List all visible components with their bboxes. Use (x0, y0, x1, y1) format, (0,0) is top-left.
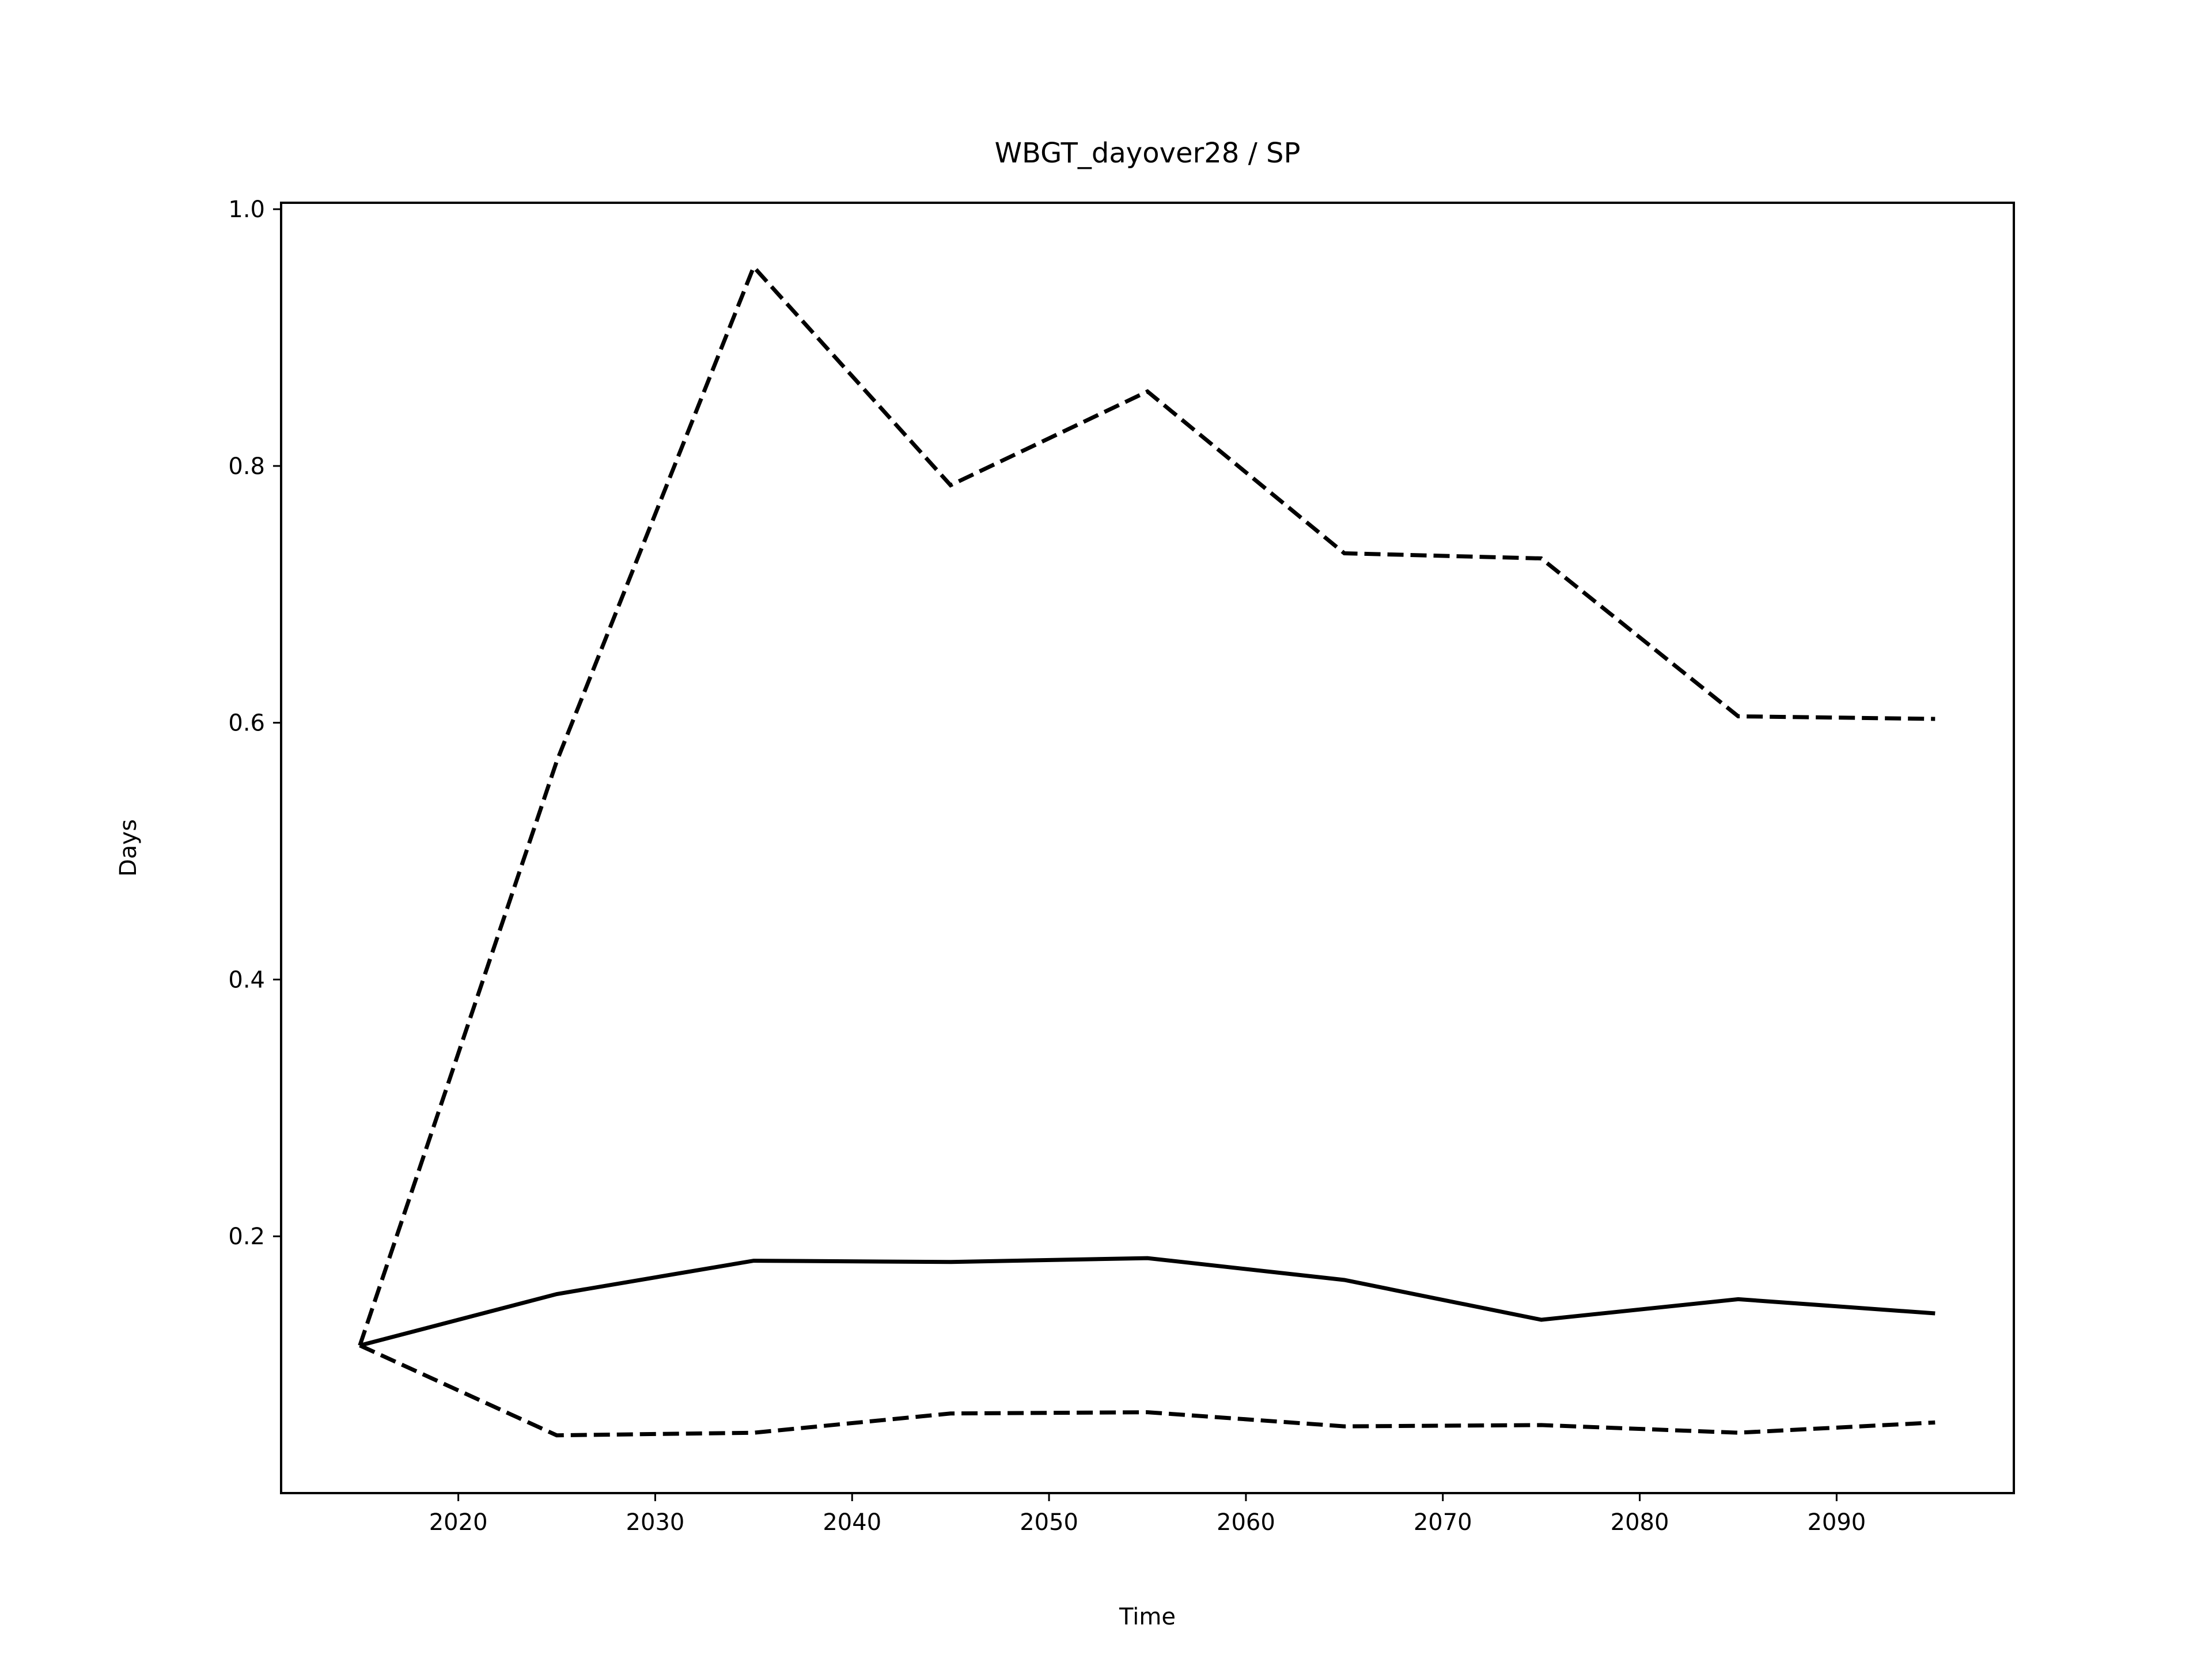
x-tick-label: 2070 (1414, 1509, 1472, 1536)
y-tick-label: 0.2 (228, 1224, 265, 1250)
series-line-3 (359, 1343, 1936, 1438)
x-axis-label: Time (1119, 1604, 1176, 1630)
x-tick-label: 2080 (1611, 1509, 1669, 1536)
series-layer (358, 263, 1936, 1438)
x-tick-label: 2060 (1217, 1509, 1275, 1536)
x-tick-label: 2020 (429, 1509, 488, 1536)
x-tick-label: 2090 (1807, 1509, 1866, 1536)
y-axis-label: Days (115, 819, 142, 877)
x-tick-label: 2050 (1020, 1509, 1078, 1536)
series-line-2 (358, 263, 1936, 1346)
y-tick-label: 1.0 (228, 196, 265, 223)
y-tick-label: 0.4 (228, 967, 265, 993)
x-tick-label: 2030 (626, 1509, 685, 1536)
y-axis: 0.2 0.4 0.6 0.8 1.0 (228, 196, 281, 1250)
x-axis: 2020 2030 2040 2050 2060 2070 2080 2090 (429, 1493, 1866, 1536)
y-tick-label: 0.6 (228, 710, 265, 737)
x-tick-label: 2040 (823, 1509, 881, 1536)
series-line-1 (359, 1256, 1936, 1348)
y-tick-label: 0.8 (228, 453, 265, 480)
chart-title: WBGT_dayover28 / SP (995, 137, 1301, 169)
plot-frame (280, 202, 2015, 1494)
